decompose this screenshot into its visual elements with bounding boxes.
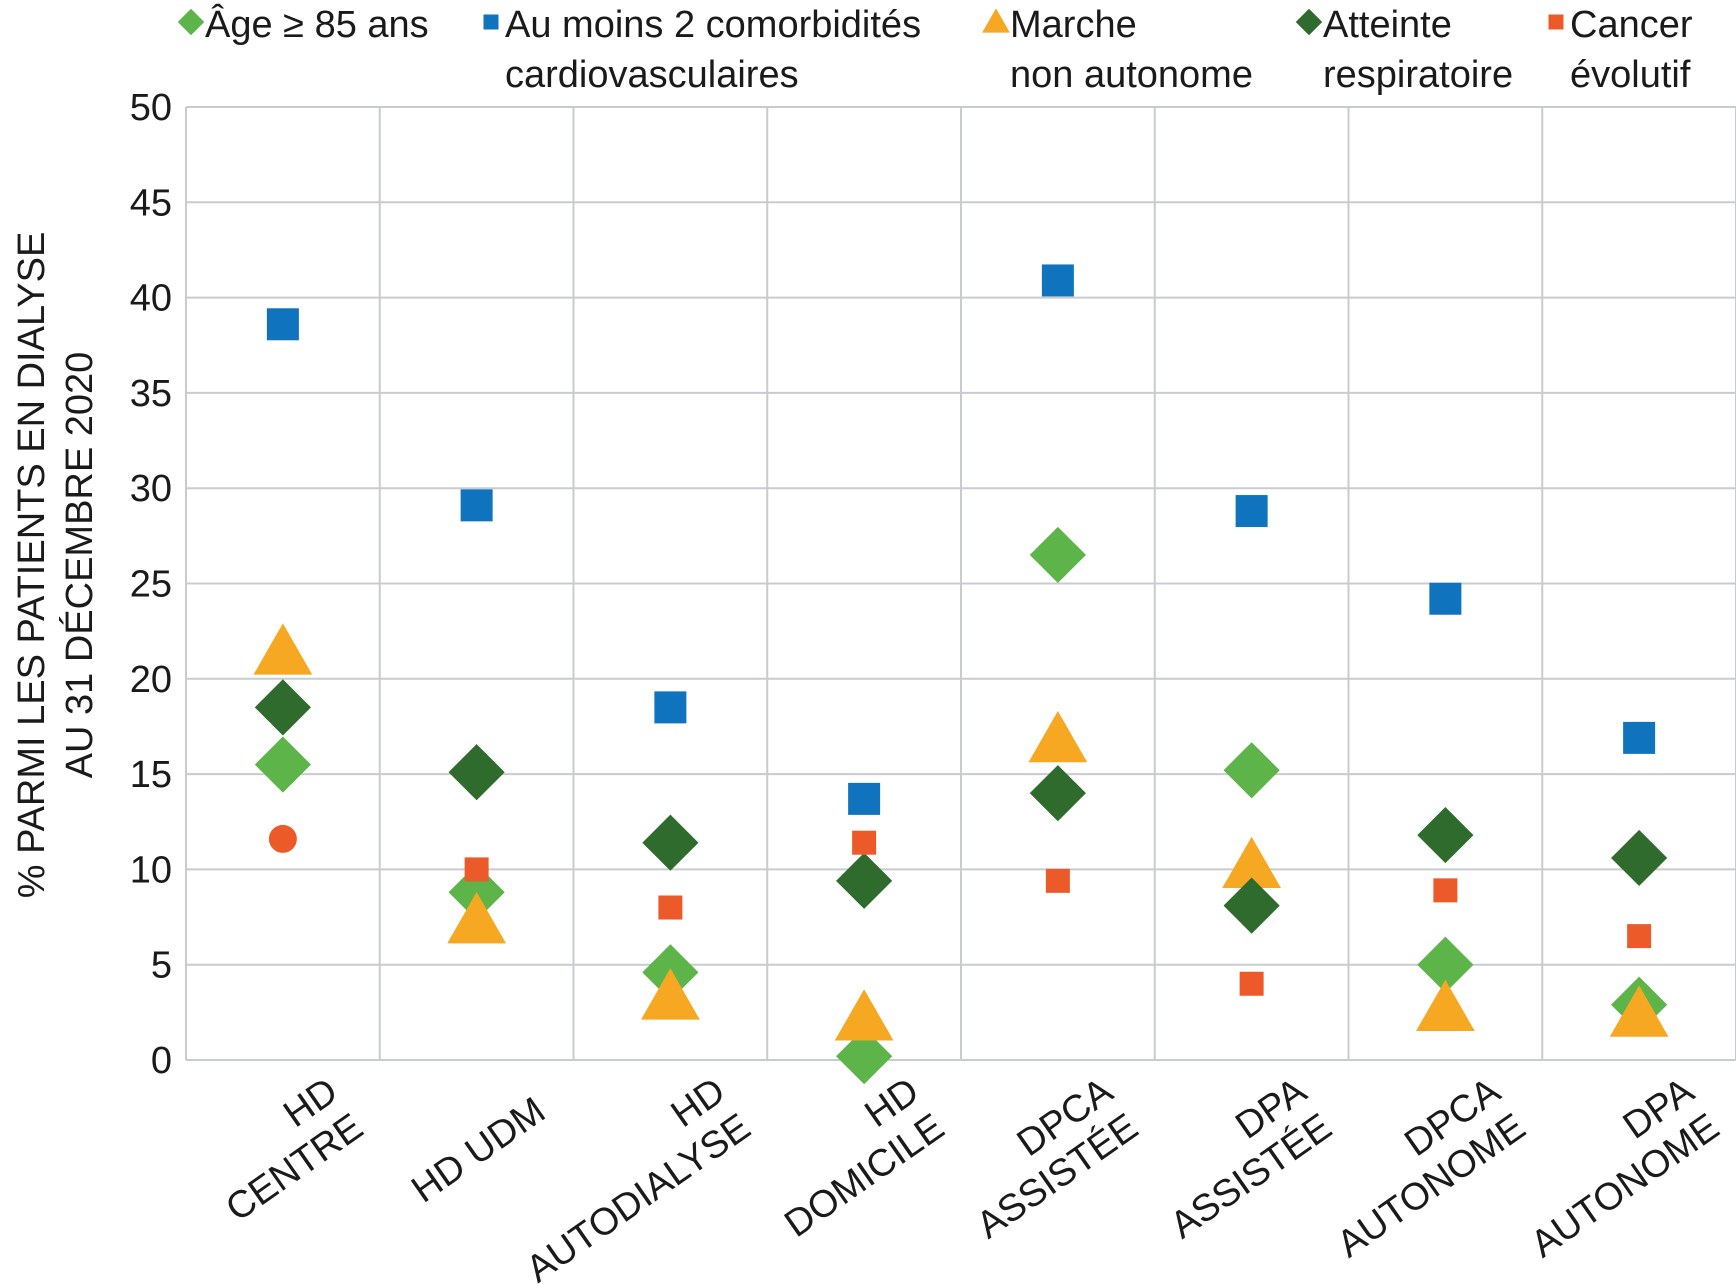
data-point	[447, 892, 507, 944]
legend-label-line: non autonome	[1010, 54, 1253, 96]
legend-marker	[1548, 14, 1564, 30]
legend-marker	[982, 8, 1010, 33]
legend: Âge ≥ 85 ans Au moins 2 comorbidités cardi…	[177, 3, 1693, 96]
data-point	[1611, 829, 1668, 887]
data-point	[266, 308, 299, 341]
data-point	[1417, 936, 1474, 993]
y-tick-label: 50	[130, 87, 172, 129]
data-point	[253, 623, 313, 675]
legend-label-line: respiratoire	[1323, 54, 1513, 96]
data-point	[1429, 582, 1462, 615]
data-point	[254, 679, 311, 736]
data-point	[1222, 836, 1282, 889]
series-points	[266, 264, 1656, 815]
legend-label-line: Atteinte	[1323, 4, 1452, 46]
legend-label-line: cardiovasculaires	[505, 54, 799, 96]
data-point	[642, 814, 699, 871]
data-point	[1433, 878, 1458, 903]
data-point	[1028, 710, 1088, 763]
legend-item: Cancer évolutif	[1548, 4, 1693, 96]
data-point	[448, 744, 505, 801]
y-tick-label: 5	[151, 945, 172, 987]
data-point	[1239, 971, 1264, 996]
y-tick-label: 35	[130, 373, 172, 415]
data-point	[1223, 742, 1280, 799]
legend-marker	[177, 8, 205, 36]
data-point	[834, 989, 894, 1041]
data-point	[1415, 979, 1475, 1032]
legend-marker	[483, 14, 499, 30]
data-point	[460, 489, 493, 522]
y-axis-label-line: AU 31 DÉCEMBRE 2020	[58, 352, 101, 779]
data-points	[253, 264, 1669, 1085]
legend-item: Âge ≥ 85 ans	[177, 3, 429, 46]
legend-label-line: évolutif	[1570, 54, 1691, 96]
x-category-label-line: DOMICILE	[777, 1106, 952, 1246]
y-tick-label: 45	[130, 182, 172, 224]
data-point	[848, 782, 881, 815]
y-tick-label: 40	[130, 278, 172, 320]
data-point	[1041, 264, 1074, 297]
y-tick-label: 30	[130, 468, 172, 510]
y-axis-label-line: % PARMI LES PATIENTS EN DIALYSE	[11, 232, 53, 899]
data-point	[640, 968, 700, 1020]
y-tick-label: 25	[130, 564, 172, 606]
series-points	[268, 824, 1652, 996]
y-tick-label: 20	[130, 659, 172, 701]
x-category-label-line: HD UDM	[404, 1090, 553, 1212]
data-point	[1609, 985, 1669, 1037]
legend-label-line: Marche	[1010, 4, 1137, 46]
legend-item: Au moins 2 comorbidités cardiovasculaires	[483, 4, 921, 96]
y-tick-label: 10	[130, 849, 172, 891]
data-point	[1045, 868, 1070, 893]
data-point	[1223, 877, 1280, 934]
y-axis-label: % PARMI LES PATIENTS EN DIALYSE AU 31 DÉC…	[11, 232, 101, 899]
data-point	[654, 691, 687, 724]
series-points	[253, 623, 1669, 1041]
y-axis-ticks: 0 5 10 15 20 25 30 35 40 45 50	[130, 87, 172, 1082]
legend-item: Atteinte respiratoire	[1295, 4, 1513, 96]
data-point	[1627, 924, 1652, 949]
legend-marker	[1295, 8, 1323, 36]
data-point	[1029, 765, 1086, 822]
data-point	[464, 857, 489, 882]
legend-label-line: Âge ≥ 85 ans	[205, 3, 429, 46]
series-points	[254, 679, 1668, 934]
x-category-label: HD UDM	[404, 1090, 553, 1212]
grid	[185, 106, 1736, 1061]
data-point	[852, 830, 877, 855]
data-point	[658, 895, 683, 920]
data-point	[1623, 721, 1656, 754]
data-point	[254, 736, 311, 793]
data-point	[268, 824, 297, 853]
legend-label-line: Au moins 2 comorbidités	[505, 4, 921, 46]
data-point	[836, 852, 893, 909]
x-category-label-line: AUTONOME	[1524, 1106, 1727, 1266]
legend-item: Marche non autonome	[982, 4, 1253, 96]
data-point	[1235, 495, 1268, 528]
data-point	[836, 1028, 893, 1085]
x-category-label-line: AUTODIALYSE	[519, 1106, 758, 1284]
y-tick-label: 15	[130, 754, 172, 796]
legend-label-line: Cancer	[1570, 4, 1693, 46]
y-tick-label: 0	[151, 1040, 172, 1082]
data-point	[1417, 807, 1474, 864]
data-point	[1029, 526, 1086, 583]
